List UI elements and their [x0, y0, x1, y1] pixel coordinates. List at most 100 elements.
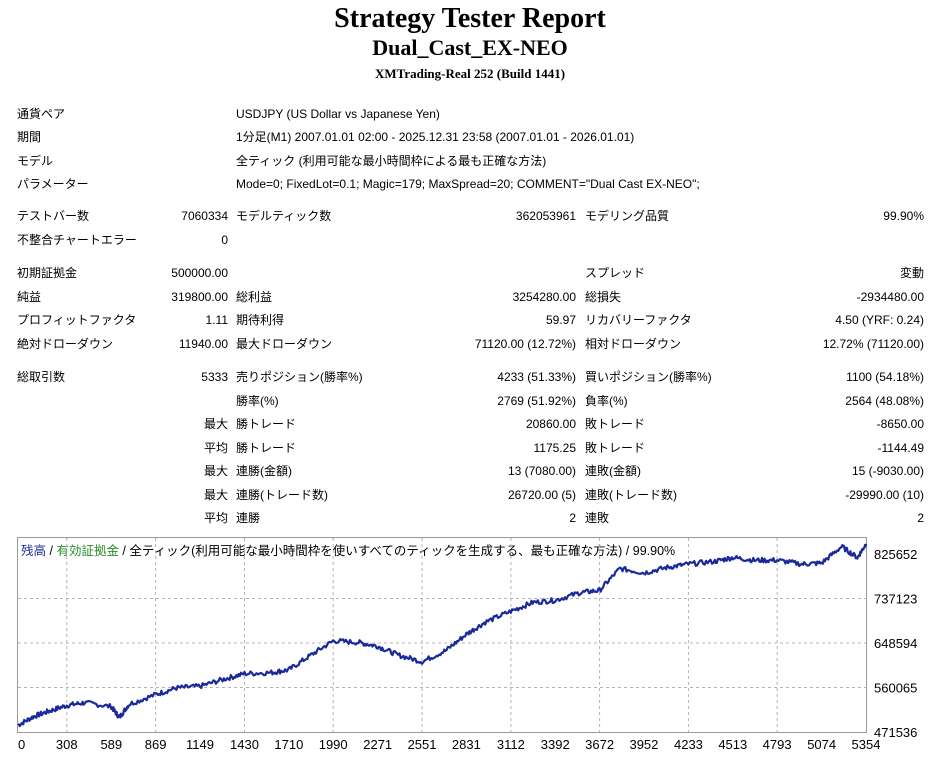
recovery-factor-label: リカバリーファクタ: [585, 313, 692, 327]
gross-profit-label: 総利益: [236, 290, 273, 304]
largest-win-value: 20860.00: [525, 417, 576, 431]
avg-win-value: 1175.25: [533, 441, 577, 455]
mismatch-label: 不整合チャートエラー: [17, 233, 137, 247]
largest-loss-label: 敗トレード: [585, 417, 646, 431]
max-consec-losses-money-value: 15 (-9030.00): [851, 464, 924, 478]
x-tick-label: 5354: [852, 737, 881, 752]
avg-loss-value: -1144.49: [877, 441, 924, 455]
x-tick-label: 3672: [585, 737, 614, 752]
x-tick-label: 2551: [408, 737, 437, 752]
y-tick-label: 471536: [874, 725, 917, 740]
net-profit-label: 純益: [17, 290, 42, 304]
profit-factor-value: 1.11: [205, 313, 228, 327]
avg-consec-wins-value: 2: [569, 511, 576, 525]
x-tick-label: 3952: [629, 737, 658, 752]
x-tick-label: 2831: [452, 737, 481, 752]
info-label-period: 期間: [17, 130, 42, 144]
short-positions-label: 売りポジション(勝率%): [236, 370, 363, 384]
info-value-symbol: USDJPY (US Dollar vs Japanese Yen): [236, 107, 440, 121]
deposit-label: 初期証拠金: [17, 266, 78, 280]
expected-payoff-value: 59.97: [545, 313, 576, 327]
x-tick-label: 2271: [363, 737, 392, 752]
max-consec-money-prefix: 最大: [203, 464, 228, 478]
x-tick-label: 308: [56, 737, 78, 752]
largest-prefix: 最大: [203, 417, 228, 431]
chart-title-description: / 全ティック(利用可能な最小時間枠を使いすべてのティックを生成する、最も正確な…: [118, 544, 676, 558]
total-trades-value: 5333: [201, 370, 228, 384]
avg-consec-wins-label: 連勝: [236, 511, 261, 525]
rel-drawdown-value: 12.72% (71120.00): [822, 337, 924, 351]
average-prefix: 平均: [203, 441, 228, 455]
y-tick-label: 825652: [874, 547, 917, 562]
total-trades-label: 総取引数: [17, 370, 66, 384]
max-consec-trades-prefix: 最大: [203, 488, 228, 502]
avg-consec-losses-value: 2: [917, 511, 924, 525]
max-consec-wins-money-value: 13 (7080.00): [507, 464, 576, 478]
bars-label: テストバー数: [17, 209, 90, 223]
win-rate-value: 2769 (51.92%): [497, 394, 576, 408]
win-rate-label: 勝率(%): [236, 394, 279, 408]
spread-value: 変動: [899, 266, 924, 280]
max-consec-wins-money-label: 連勝(金額): [236, 464, 292, 478]
mismatch-value: 0: [221, 233, 228, 247]
max-consec-profit-label: 連勝(トレード数): [236, 488, 328, 502]
x-tick-label: 589: [100, 737, 122, 752]
report-title: Strategy Tester Report: [334, 3, 606, 34]
avg-consec-losses-label: 連敗: [585, 511, 610, 525]
x-tick-label: 4513: [718, 737, 747, 752]
avg-win-label: 勝トレード: [236, 441, 297, 455]
x-tick-label: 4793: [763, 737, 792, 752]
abs-drawdown-label: 絶対ドローダウン: [17, 337, 114, 351]
avg-consec-prefix: 平均: [203, 511, 228, 525]
gross-loss-label: 総損失: [585, 290, 622, 304]
x-tick-label: 4233: [674, 737, 703, 752]
profit-factor-label: プロフィットファクタ: [17, 313, 137, 327]
spread-label: スプレッド: [585, 266, 646, 280]
chart-title-balance: 残高: [21, 544, 47, 558]
y-tick-label: 648594: [874, 636, 917, 651]
chart-title: 残高 / 有効証拠金 / 全ティック(利用可能な最小時間枠を使いすべてのティック…: [21, 540, 675, 559]
expected-payoff-label: 期待利得: [236, 313, 285, 327]
largest-loss-value: -8650.00: [876, 417, 924, 431]
chart-title-equity: 有効証拠金: [56, 544, 119, 558]
info-label-parameters: パラメーター: [17, 177, 89, 191]
max-consec-loss-label: 連敗(トレード数): [585, 488, 677, 502]
max-consec-losses-money-label: 連敗(金額): [585, 464, 641, 478]
x-tick-label: 869: [145, 737, 167, 752]
x-tick-label: 1430: [230, 737, 259, 752]
info-value-parameters: Mode=0; FixedLot=0.1; Magic=179; MaxSpre…: [236, 177, 700, 191]
net-profit-value: 319800.00: [171, 290, 228, 304]
loss-rate-label: 負率(%): [585, 394, 628, 408]
rel-drawdown-label: 相対ドローダウン: [585, 337, 682, 351]
max-drawdown-label: 最大ドローダウン: [236, 337, 333, 351]
balance-chart: [17, 537, 867, 733]
x-tick-label: 5074: [807, 737, 836, 752]
avg-loss-label: 敗トレード: [585, 441, 646, 455]
long-positions-value: 1100 (54.18%): [846, 370, 924, 384]
max-drawdown-value: 71120.00 (12.72%): [474, 337, 576, 351]
largest-win-label: 勝トレード: [236, 417, 297, 431]
x-tick-label: 3392: [541, 737, 570, 752]
x-tick-label: 3112: [497, 737, 525, 752]
ticks-value: 362053961: [515, 209, 576, 223]
ticks-label: モデルティック数: [236, 209, 332, 223]
loss-rate-value: 2564 (48.08%): [845, 394, 924, 408]
server-info: XMTrading-Real 252 (Build 1441): [374, 66, 566, 81]
abs-drawdown-value: 11940.00: [178, 337, 228, 351]
recovery-factor-value: 4.50 (YRF: 0.24): [835, 313, 924, 327]
max-consec-profit-value: 26720.00 (5): [507, 488, 576, 502]
gross-loss-value: -2934480.00: [856, 290, 924, 304]
info-label-model: モデル: [17, 154, 54, 168]
info-label-symbol: 通貨ペア: [17, 107, 66, 121]
gross-profit-value: 3254280.00: [512, 290, 576, 304]
ea-name: Dual_Cast_EX-NEO: [372, 35, 568, 60]
chart-title-sep1: /: [46, 544, 57, 558]
deposit-value: 500000.00: [171, 266, 228, 280]
x-tick-label: 0: [18, 737, 25, 752]
max-consec-loss-value: -29990.00 (10): [845, 488, 924, 502]
long-positions-label: 買いポジション(勝率%): [585, 370, 712, 384]
quality-label: モデリング品質: [585, 209, 670, 223]
x-tick-label: 1149: [186, 737, 214, 752]
quality-value: 99.90%: [883, 209, 924, 223]
info-value-model: 全ティック (利用可能な最小時間枠による最も正確な方法): [236, 154, 547, 168]
